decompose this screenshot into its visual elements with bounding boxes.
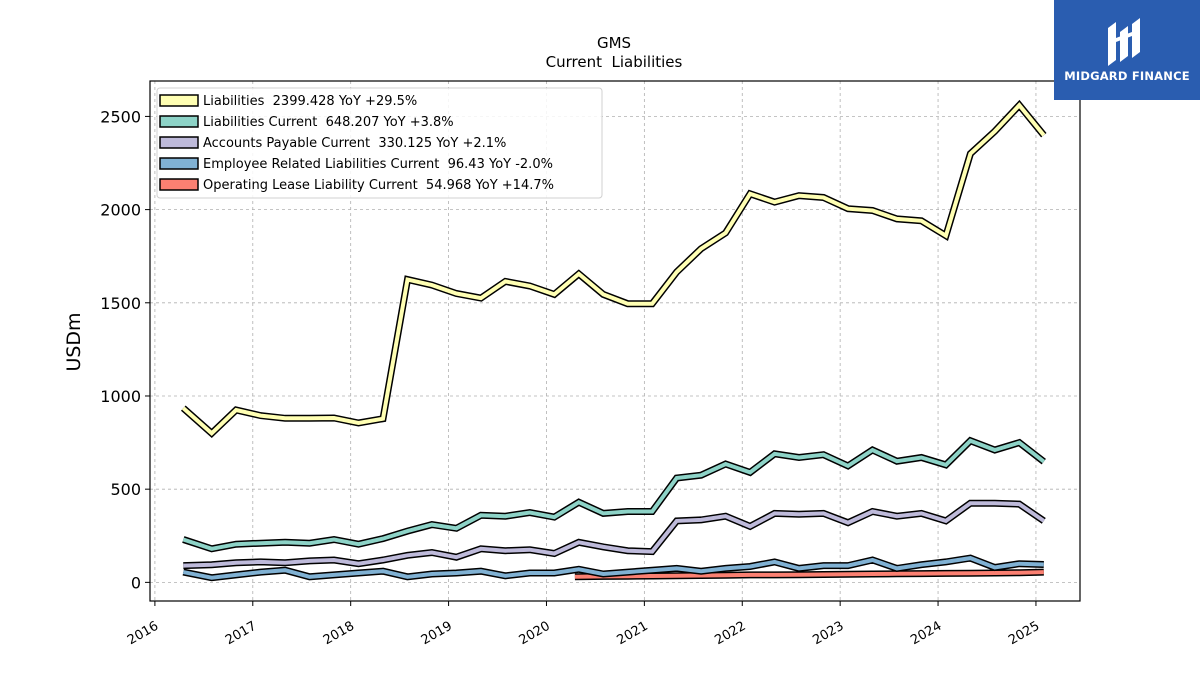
legend-swatch (159, 115, 199, 128)
chart-subtitle: Current Liabilities (546, 53, 683, 71)
legend-swatch (159, 157, 199, 170)
plot-frame (149, 80, 1081, 602)
x-tick-label: 2021 (615, 619, 651, 649)
series-line (182, 436, 1046, 553)
y-tick-label: 500 (110, 480, 141, 499)
chart-title: GMS (597, 34, 631, 52)
y-axis-label: USDm (63, 312, 85, 371)
legend-label: Liabilities 2399.428 YoY +29.5% (203, 94, 417, 109)
y-tick-label: 1500 (100, 294, 141, 313)
x-tick-label: 2016 (125, 619, 161, 649)
series-stroke (182, 438, 1046, 551)
legend-label: Liabilities Current 648.207 YoY +3.8% (203, 115, 454, 130)
legend-label: Operating Lease Liability Current 54.968… (203, 178, 554, 193)
midgard-logo-icon (1108, 18, 1140, 66)
logo-text: MIDGARD FINANCE (1064, 69, 1190, 83)
series-stroke (182, 556, 1044, 580)
legend-swatch (159, 136, 199, 149)
x-tick-label: 2023 (810, 619, 846, 649)
y-tick-label: 0 (131, 573, 141, 592)
x-tick-label: 2017 (223, 619, 259, 649)
legend-swatch (159, 178, 199, 191)
y-tick-label: 2000 (100, 201, 141, 220)
series-line (182, 554, 1044, 582)
y-ticks: 0 500 1000 1500 2000 2500 (100, 107, 150, 592)
logo-badge: MIDGARD FINANCE (1054, 0, 1200, 100)
series-stroke (183, 501, 1045, 568)
y-tick-label: 2500 (100, 107, 141, 126)
x-tick-label: 2025 (1006, 619, 1042, 649)
series-line (574, 568, 1044, 581)
x-tick-label: 2019 (419, 619, 455, 649)
legend-swatch (159, 94, 199, 107)
x-ticks: 2016 2017 2018 2019 2020 2021 2022 2023 2024 2025 (125, 601, 1042, 648)
legend-box (156, 87, 603, 199)
series-stroke (574, 570, 1044, 579)
y-tick-label: 1000 (100, 387, 141, 406)
series-line (180, 99, 1047, 439)
legend-label: Accounts Payable Current 330.125 YoY +2.… (203, 136, 506, 151)
x-tick-label: 2022 (712, 619, 748, 649)
legend: Liabilities 2399.428 YoY +29.5% Liabiliti… (156, 87, 603, 199)
x-tick-label: 2024 (908, 619, 944, 649)
series-layer (180, 99, 1047, 582)
series-stroke (181, 102, 1046, 437)
x-tick-label: 2018 (321, 619, 357, 649)
x-tick-label: 2020 (517, 619, 553, 649)
legend-label: Employee Related Liabilities Current 96.… (203, 157, 553, 172)
series-line (183, 499, 1046, 570)
